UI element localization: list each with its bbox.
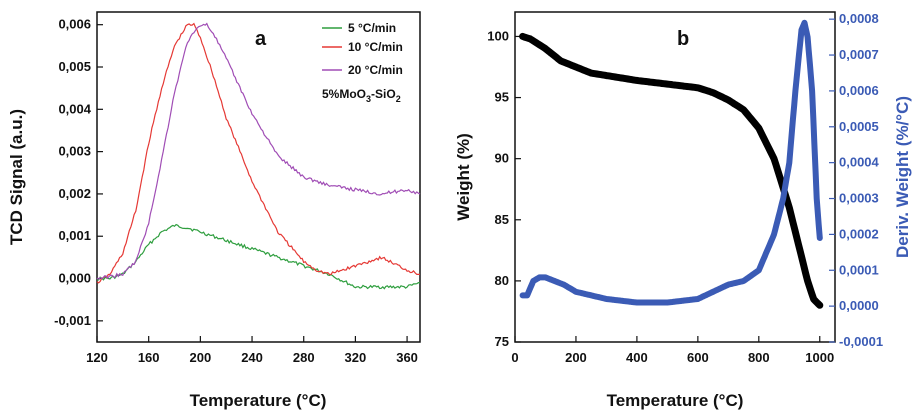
panel-label-b: b: [677, 28, 689, 50]
x-tick-label-b: 200: [565, 350, 587, 365]
y-tick-label-b: 80: [495, 273, 509, 288]
x-axis-label-a: Temperature (°C): [190, 391, 327, 410]
legend-label-10: 10 °C/min: [348, 40, 403, 54]
plot-frame-a: [96, 11, 421, 343]
x-tick-label-a: 320: [345, 350, 367, 365]
y-axis-label-a: TCD Signal (a.u.): [7, 109, 26, 245]
x-tick-label-a: 120: [86, 350, 108, 365]
y-tick-label-a: -0,001: [54, 313, 91, 328]
y-tick-label-a: 0,003: [58, 144, 91, 159]
x-tick-label-b: 1000: [805, 350, 834, 365]
x-tick-label-b: 0: [511, 350, 518, 365]
y-tick-label-a: 0,002: [58, 186, 91, 201]
y-tick-label-b-right: 0,0006: [839, 83, 879, 98]
y-tick-label-a: 0,001: [58, 228, 91, 243]
series-line-2: [96, 22, 421, 280]
y-tick-label-b-right: 0,0007: [839, 47, 879, 62]
y-tick-label-b: 85: [495, 212, 509, 227]
y-tick-label-b: 100: [487, 28, 509, 43]
legend-a: 5 °C/min 10 °C/min 20 °C/min 5%MoO3-SiO2: [322, 21, 403, 104]
y-tick-label-b: 95: [495, 90, 509, 105]
sample-annotation: 5%MoO3-SiO2: [322, 87, 401, 104]
series-line-0: [96, 223, 421, 290]
legend-label-20: 20 °C/min: [348, 63, 403, 77]
x-tick-label-b: 600: [687, 350, 709, 365]
x-tick-label-b: 400: [626, 350, 648, 365]
plot-frame-b: [514, 11, 836, 343]
y-tick-label-b-right: 0,0004: [839, 155, 880, 170]
series-line-1: [96, 22, 421, 284]
y-tick-label-b-right: 0,0001: [839, 262, 879, 277]
y-tick-label-b-right: 0,0005: [839, 119, 879, 134]
x-tick-label-a: 360: [396, 350, 418, 365]
y-tick-label-b-right: 0,0002: [839, 226, 879, 241]
panel-label-a: a: [255, 28, 267, 50]
y-tick-label-b-right: 0,0000: [839, 298, 879, 313]
y-tick-label-a: 0,000: [58, 271, 91, 286]
y-tick-label-b-right: 0,0008: [839, 11, 879, 26]
y-tick-label-b: 90: [495, 151, 509, 166]
x-tick-label-a: 160: [138, 350, 160, 365]
weight-line: [519, 32, 824, 309]
x-tick-label-b: 800: [748, 350, 770, 365]
x-tick-label-a: 240: [241, 350, 263, 365]
y-axis-label-b: Weight (%): [454, 133, 473, 221]
x-tick-label-a: 280: [293, 350, 315, 365]
y-tick-label-b-right: 0,0003: [839, 191, 879, 206]
x-tick-label-a: 200: [190, 350, 212, 365]
x-axis-label-b: Temperature (°C): [607, 391, 744, 410]
y-tick-label-b-right: -0,0001: [839, 334, 883, 349]
y-axis-label-b-right: Deriv. Weight (%/°C): [893, 96, 912, 258]
deriv-weight-line: [519, 19, 823, 306]
legend-label-5: 5 °C/min: [348, 21, 396, 35]
y-tick-label-b: 75: [495, 334, 509, 349]
y-tick-label-a: 0,004: [58, 101, 91, 116]
y-tick-label-a: 0,006: [58, 17, 91, 32]
y-tick-label-a: 0,005: [58, 59, 91, 74]
